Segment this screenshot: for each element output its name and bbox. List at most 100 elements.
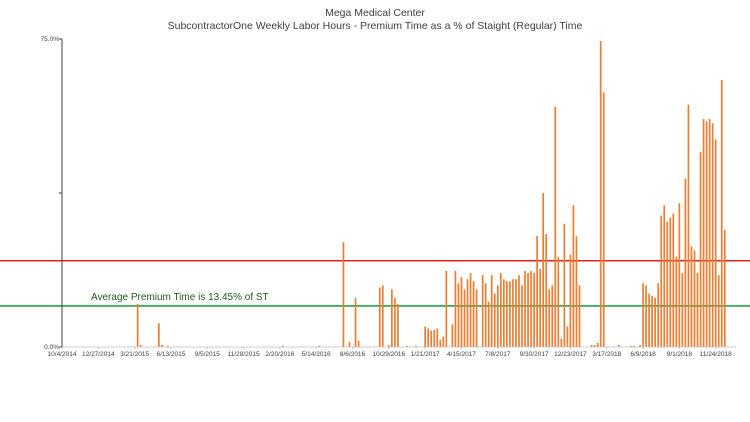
bar [657,283,660,347]
x-tick-label: 3/21/2015 [120,351,149,358]
bar [394,297,396,347]
bar [648,293,650,347]
bar [463,289,466,347]
bar [378,287,381,347]
x-tick-label: 9/1/2018 [667,351,693,358]
bar [387,344,390,347]
bar [460,277,463,347]
bar [575,236,578,347]
bar [651,295,653,347]
x-tick-label: 9/30/2017 [520,351,549,358]
bar [630,345,632,347]
bar [533,273,535,347]
bar [469,273,472,347]
bar [391,289,393,347]
x-tick-label: 12/27/2014 [82,351,115,358]
bar [578,285,581,347]
bar [527,273,529,347]
bar [536,236,538,347]
bar [687,104,690,348]
bar [475,289,478,347]
bar [167,345,169,347]
bar [699,151,702,347]
x-tick-label: 10/4/2014 [48,351,77,358]
bar [157,323,160,347]
bar [430,330,433,347]
bar [666,221,669,347]
bar [493,293,496,347]
bar [593,344,596,347]
bar [161,344,163,347]
bar [560,338,563,347]
bar [318,345,321,347]
bar [669,217,672,347]
bar [539,268,542,347]
x-tick-label: 6/9/2018 [630,351,656,358]
x-tick-label: 7/8/2017 [485,351,511,358]
bar [487,301,490,347]
bar [663,205,666,347]
bar [602,92,605,347]
bar [711,123,714,347]
bar [457,283,460,347]
bar [633,345,635,347]
bar [481,275,484,347]
x-tick-label: 11/24/2018 [700,351,732,358]
bar [521,285,523,347]
bar [518,275,520,347]
bar [451,324,454,347]
bar [672,213,675,347]
bar [282,345,284,347]
y-tick-label: 0.0% [44,344,59,351]
bar [490,275,493,347]
bar [557,256,560,347]
x-tick-label: 1/21/2017 [411,351,440,358]
bar [424,326,427,347]
bar [554,106,557,347]
chart-title: Mega Medical Center [325,7,425,19]
bar [454,271,457,347]
bar [678,203,681,347]
bar [442,336,445,347]
bar [342,242,345,347]
bar [512,279,514,347]
bar [466,279,469,347]
bar [714,139,717,347]
x-tick-label: 10/29/2016 [373,351,406,358]
bar [542,193,545,347]
bar [530,271,532,347]
bar [509,281,511,347]
bar [484,283,487,347]
bar [596,342,599,347]
x-tick-label: 3/17/2018 [592,351,621,358]
bar [590,344,593,347]
bar [639,344,641,347]
x-tick-label: 6/13/2015 [156,351,185,358]
chart-subtitle: SubcontractorOne Weekly Labor Hours - Pr… [168,20,583,32]
x-tick-label: 5/14/2016 [302,351,331,358]
bar [524,271,526,347]
bar [642,283,644,347]
y-tick-label: 75.0% [41,36,60,43]
bar [515,279,517,347]
bar [723,229,726,347]
bar [708,119,711,347]
bar [445,271,448,347]
x-tick-label: 12/23/2017 [554,351,587,358]
bar [502,279,505,347]
bar [545,234,548,347]
bar [472,281,475,347]
x-tick-label: 2/20/2016 [265,351,294,358]
bar [566,326,569,347]
bar [406,345,408,347]
bar [684,178,687,347]
bar [354,297,357,347]
bar [569,254,572,347]
bar [617,344,620,347]
bar [690,246,693,347]
reference-line-label: Average Premium Time is 13.45% of ST [91,292,269,303]
bar [427,328,430,347]
x-tick-label: 4/15/2017 [447,351,476,358]
bar [702,119,705,347]
